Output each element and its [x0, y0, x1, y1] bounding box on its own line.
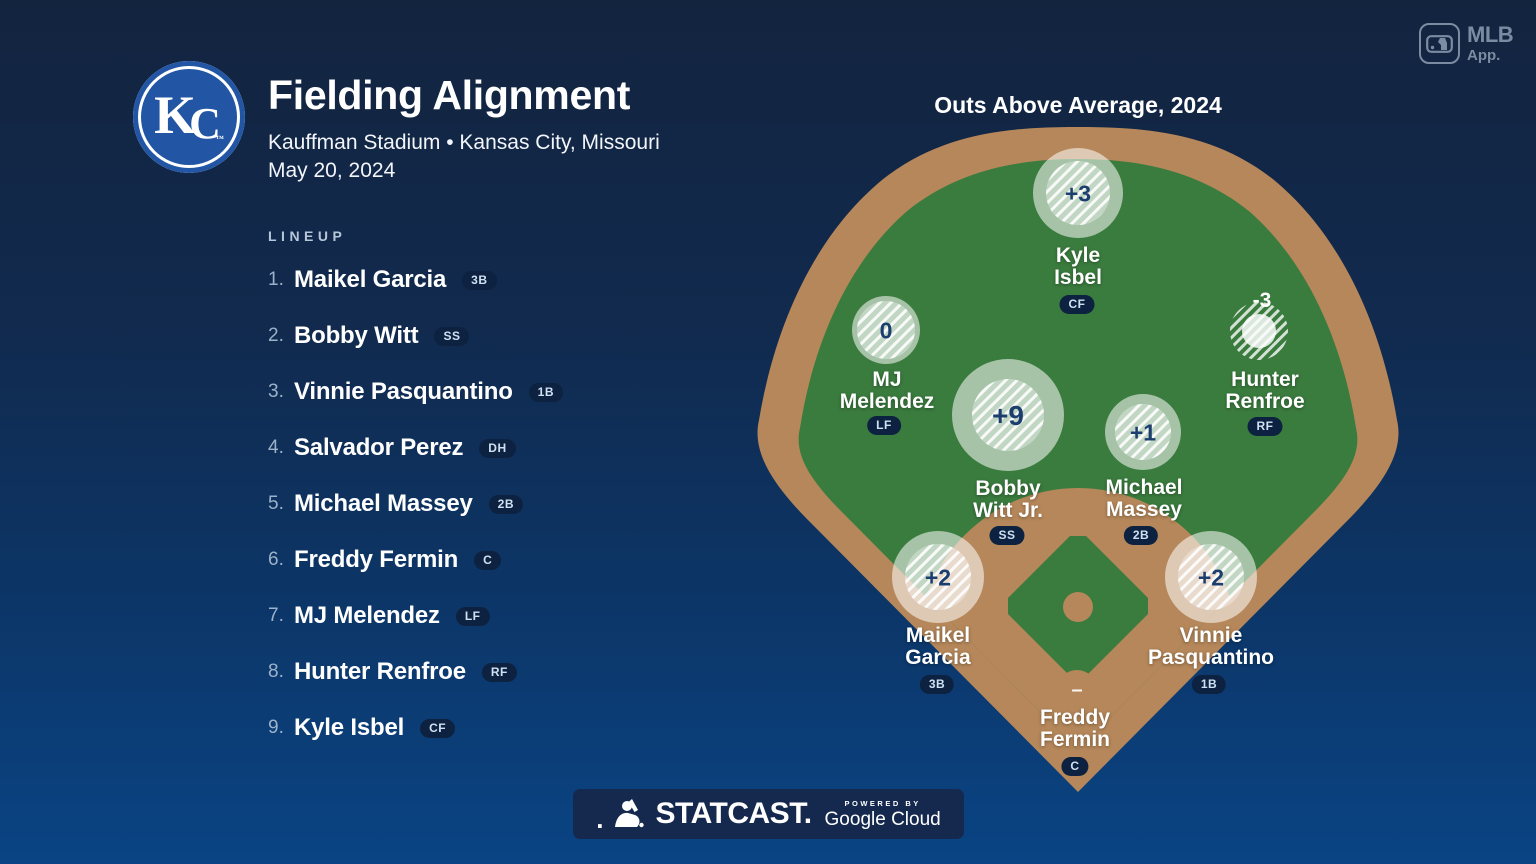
- lineup-position-badge: RF: [481, 662, 517, 682]
- lineup-row: 3. Vinnie Pasquantino 1B: [268, 364, 688, 420]
- google-cloud-lockup: POWERED BY Google Cloud: [825, 799, 941, 831]
- third-base: [992, 598, 1008, 614]
- oaa-marker-cf: +3: [1033, 148, 1123, 238]
- svg-text:+3: +3: [1065, 180, 1091, 206]
- lineup-player-name: Salvador Perez: [294, 434, 464, 461]
- oaa-markers-layer: +3 0 -3 +9 +1 +2 +2 –: [852, 148, 1288, 701]
- lineup-player-name: Maikel Garcia: [294, 266, 447, 293]
- powered-by-label: POWERED BY: [844, 799, 921, 808]
- page-title: Fielding Alignment: [268, 72, 631, 118]
- lineup-position-badge: DH: [479, 438, 516, 458]
- svg-text:–: –: [1071, 679, 1082, 701]
- mlb-app-line1: MLB: [1467, 22, 1514, 47]
- mlb-logo-icon: [1426, 34, 1453, 53]
- oaa-marker-3b: +2: [892, 531, 984, 623]
- baseball-field-diagram: +3 0 -3 +9 +1 +2 +2 –: [757, 127, 1399, 792]
- kc-letter-k: K: [154, 85, 196, 145]
- trademark-symbol: ™: [215, 134, 224, 143]
- svg-text:+2: +2: [925, 564, 951, 590]
- pitchers-mound: [1063, 592, 1093, 622]
- google-cloud-label: Google Cloud: [824, 809, 941, 830]
- kc-letter-c: C: [189, 99, 221, 148]
- lineup-order-number: 8.: [268, 661, 284, 682]
- lineup-position-badge: CF: [420, 718, 456, 738]
- lineup-player-name: Bobby Witt: [294, 322, 419, 349]
- statcast-footer-bar: . STATCAST. POWERED BY Google Cloud: [573, 789, 964, 839]
- lineup-row: 9. Kyle Isbel CF: [268, 700, 688, 756]
- oaa-marker-lf: 0: [852, 296, 920, 364]
- lineup-list: 1. Maikel Garcia 3B 2. Bobby Witt SS 3. Vinnie …: [268, 252, 688, 756]
- statcast-wordmark: STATCAST.: [655, 797, 812, 830]
- mlb-app-line2: App.: [1467, 47, 1501, 64]
- oaa-marker-1b: +2: [1165, 531, 1257, 623]
- lineup-order-number: 5.: [268, 493, 284, 514]
- lineup-order-number: 1.: [268, 269, 284, 290]
- lineup-row: 4. Salvador Perez DH: [268, 420, 688, 476]
- lineup-player-name: Freddy Fermin: [294, 546, 459, 573]
- oaa-marker-ss: +9: [952, 359, 1064, 471]
- lineup-player-name: Hunter Renfroe: [294, 658, 466, 685]
- lineup-position-badge: LF: [455, 606, 490, 626]
- lineup-order-number: 2.: [268, 325, 284, 346]
- lineup-row: 1. Maikel Garcia 3B: [268, 252, 688, 308]
- oaa-marker-rf: -3: [1230, 289, 1288, 360]
- venue-subtitle: Kauffman Stadium • Kansas City, Missouri: [268, 131, 660, 154]
- svg-text:+1: +1: [1130, 419, 1156, 445]
- svg-text:0: 0: [880, 317, 893, 343]
- second-base: [1070, 520, 1086, 536]
- royals-kc-letters: K C ™: [154, 88, 224, 146]
- oaa-chart-title: Outs Above Average, 2024: [934, 92, 1222, 118]
- svg-text:+9: +9: [992, 400, 1024, 431]
- mlb-app-icon: [1419, 23, 1460, 64]
- oaa-marker-c: –: [1071, 679, 1082, 701]
- lineup-position-badge: C: [474, 550, 502, 570]
- oaa-marker-2b: +1: [1105, 394, 1181, 470]
- lineup-row: 8. Hunter Renfroe RF: [268, 644, 688, 700]
- lineup-order-number: 4.: [268, 437, 284, 458]
- lineup-order-number: 3.: [268, 381, 284, 402]
- lineup-position-badge: 1B: [528, 382, 564, 402]
- mlb-app-badge: MLB App.: [1419, 22, 1514, 64]
- royals-team-logo: K C ™: [133, 61, 245, 173]
- svg-text:-3: -3: [1253, 289, 1272, 312]
- mlb-batter-icon: [615, 799, 645, 828]
- lineup-position-badge: 3B: [462, 270, 497, 290]
- lineup-order-number: 7.: [268, 605, 284, 626]
- home-plate-circle: [1057, 670, 1097, 710]
- lineup-position-badge: SS: [434, 326, 470, 346]
- lineup-player-name: MJ Melendez: [294, 602, 440, 629]
- lineup-row: 7. MJ Melendez LF: [268, 588, 688, 644]
- lineup-player-name: Vinnie Pasquantino: [294, 378, 513, 405]
- date-subtitle: May 20, 2024: [268, 159, 396, 182]
- lineup-row: 2. Bobby Witt SS: [268, 308, 688, 364]
- lineup-player-name: Michael Massey: [294, 490, 473, 517]
- lineup-player-name: Kyle Isbel: [294, 714, 405, 741]
- svg-text:+2: +2: [1198, 564, 1224, 590]
- lineup-row: 5. Michael Massey 2B: [268, 476, 688, 532]
- mlb-app-text: MLB App.: [1467, 22, 1514, 64]
- first-base: [1148, 598, 1164, 614]
- lineup-order-number: 9.: [268, 717, 284, 738]
- lineup-position-badge: 2B: [488, 494, 523, 514]
- lineup-order-number: 6.: [268, 549, 284, 570]
- lineup-heading: LINEUP: [268, 228, 347, 244]
- lineup-row: 6. Freddy Fermin C: [268, 532, 688, 588]
